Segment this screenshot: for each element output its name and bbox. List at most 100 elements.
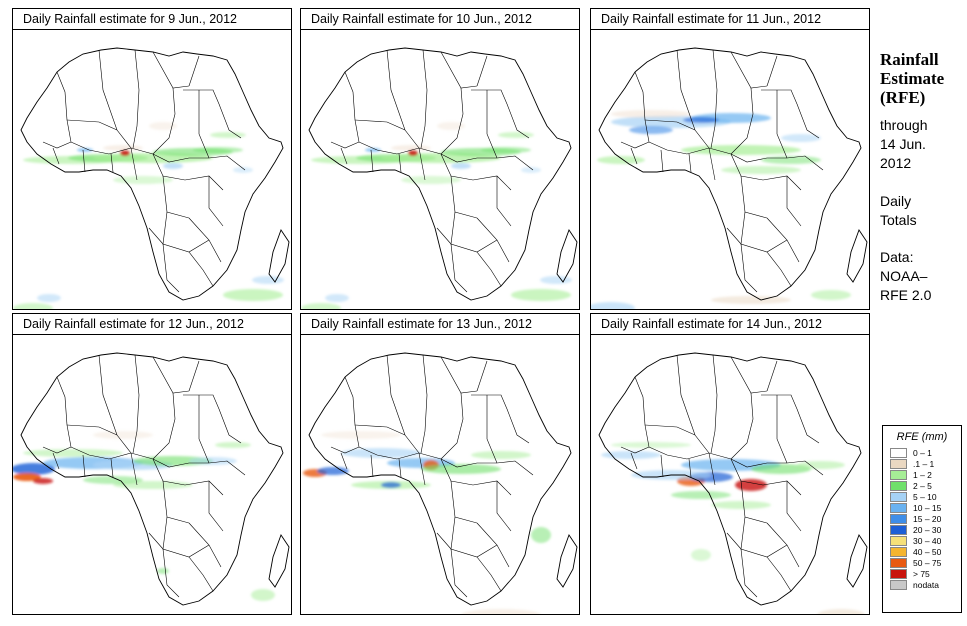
country-border (762, 175, 802, 191)
country-border (476, 522, 510, 568)
coastline (598, 352, 862, 606)
country-border (648, 446, 787, 468)
rain-blob (341, 448, 421, 458)
data-source-line: NOAA– (880, 268, 928, 284)
panel-title: Daily Rainfall estimate for 10 Jun., 201… (300, 8, 580, 30)
country-border (208, 460, 246, 476)
rain-blob (811, 290, 851, 300)
legend-swatch (890, 558, 907, 568)
rain-blob (711, 501, 771, 509)
rain-blob (215, 442, 251, 448)
rain-blob (481, 147, 531, 153)
country-border (730, 356, 768, 394)
country-border (676, 49, 710, 149)
data-source: Data: NOAA– RFE 2.0 (880, 248, 960, 305)
country-border (340, 452, 348, 470)
legend-label: 50 – 75 (913, 558, 942, 568)
coastline (308, 352, 572, 606)
legend-item: 40 – 50 (883, 547, 961, 558)
country-border (786, 155, 824, 171)
panel-title: Daily Rainfall estimate for 13 Jun., 201… (300, 313, 580, 335)
rain-blob (252, 276, 284, 284)
country-border (436, 532, 452, 550)
country-border (418, 452, 426, 486)
country-border (130, 452, 138, 486)
country-border (620, 141, 650, 149)
country-border (766, 522, 800, 568)
country-border (66, 119, 118, 131)
legend-label: > 75 (913, 569, 930, 579)
country-border (786, 176, 802, 227)
country-border (644, 424, 696, 436)
country-border (52, 452, 60, 470)
country-border (496, 155, 534, 171)
country-border (776, 395, 788, 464)
country-border (450, 516, 498, 558)
legend-label: 30 – 40 (913, 536, 942, 546)
legend-label: 0 – 1 (913, 448, 932, 458)
rain-blob (13, 303, 53, 309)
rain-blob (325, 294, 349, 302)
country-border (188, 251, 214, 287)
country-border (98, 49, 132, 149)
country-border (162, 243, 180, 293)
rainfall-field (601, 442, 865, 614)
madagascar (556, 534, 578, 588)
rain-blob (471, 451, 531, 459)
panel-title: Daily Rainfall estimate for 12 Jun., 201… (12, 313, 292, 335)
rain-blob (797, 461, 845, 469)
country-border (708, 452, 716, 486)
country-border (132, 354, 140, 454)
country-border (761, 89, 798, 105)
panel-title: Daily Rainfall estimate for 11 Jun., 201… (590, 8, 870, 30)
rain-blob (23, 449, 123, 457)
country-border (730, 392, 754, 460)
country-border (188, 360, 200, 392)
rainfall-field (591, 110, 851, 309)
country-border (344, 376, 360, 448)
rain-blob (681, 145, 801, 155)
country-border (476, 217, 510, 263)
rain-blob (251, 589, 275, 601)
rain-blob (37, 294, 61, 302)
country-border (218, 408, 242, 444)
country-border (340, 147, 348, 165)
legend-item: 1 – 2 (883, 470, 961, 481)
country-border (386, 49, 420, 149)
rain-blob (317, 467, 349, 475)
rain-blob (233, 167, 253, 173)
legend-swatch (890, 448, 907, 458)
country-border (70, 141, 209, 163)
rain-blob (163, 163, 183, 169)
rain-blob (611, 110, 691, 118)
country-border (726, 227, 742, 245)
country-border (486, 90, 498, 159)
rainfall-field (13, 122, 284, 309)
data-source-line: RFE 2.0 (880, 287, 932, 303)
legend-item: 5 – 10 (883, 492, 961, 503)
legend-label: 1 – 2 (913, 470, 932, 480)
country-border (730, 51, 768, 89)
country-border (506, 103, 530, 139)
country-border (188, 556, 214, 592)
legend-swatch (890, 481, 907, 491)
country-border (398, 153, 402, 173)
country-border (786, 481, 802, 532)
legend-swatch (890, 459, 907, 469)
madagascar (846, 229, 868, 283)
legend-swatch (890, 514, 907, 524)
country-border (398, 458, 402, 478)
country-border (476, 251, 502, 287)
country-border (506, 408, 530, 444)
country-border (386, 354, 420, 454)
country-border (354, 424, 406, 436)
legend-item: 20 – 30 (883, 525, 961, 536)
country-border (152, 392, 176, 460)
rain-blob (33, 478, 53, 484)
map-panel-3: Daily Rainfall estimate for 11 Jun., 201… (590, 8, 870, 310)
country-border (183, 394, 220, 410)
rainfall-map (12, 29, 292, 310)
country-border (634, 376, 650, 448)
product-title-line: (RFE) (880, 88, 926, 107)
totals-line: Totals (880, 212, 917, 228)
